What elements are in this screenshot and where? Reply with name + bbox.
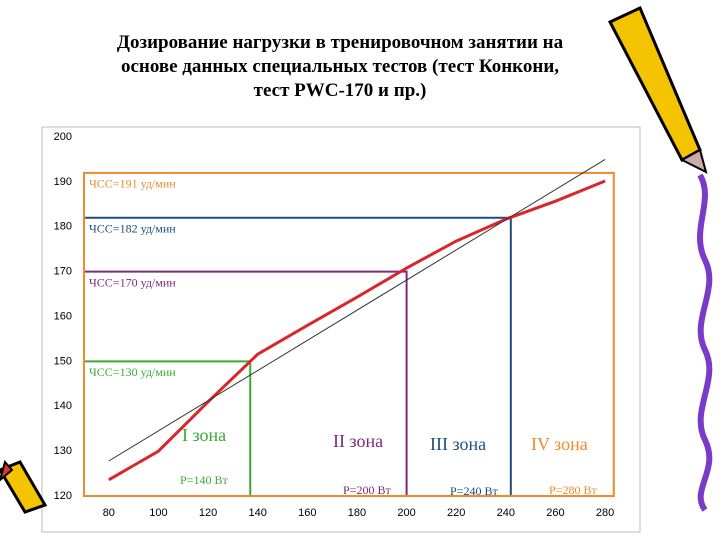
zone-label: III зона bbox=[430, 434, 486, 454]
zone-label: I зона bbox=[182, 425, 226, 445]
zone-label: II зона bbox=[333, 431, 383, 451]
y-tick-label: 130 bbox=[54, 445, 72, 457]
chart-frame bbox=[41, 126, 641, 533]
pencil-bottom bbox=[0, 459, 48, 514]
hr-label: ЧСС=170 уд/мин bbox=[89, 275, 176, 289]
zone-box bbox=[83, 216, 512, 497]
y-tick-label: 120 bbox=[54, 490, 72, 502]
zone-box bbox=[83, 270, 408, 497]
power-label: P=140 Вт bbox=[180, 473, 228, 487]
y-tick-label: 150 bbox=[54, 355, 72, 367]
pencil-top bbox=[607, 5, 713, 512]
y-tick-label: 190 bbox=[54, 176, 72, 188]
y-tick-label: 180 bbox=[54, 221, 72, 233]
hr-label: ЧСС=182 уд/мин bbox=[89, 222, 176, 236]
x-tick-label: 180 bbox=[348, 507, 366, 519]
power-label: P=280 Вт bbox=[549, 483, 597, 497]
x-tick-label: 160 bbox=[298, 507, 316, 519]
x-tick-label: 240 bbox=[497, 507, 515, 519]
title-line: Дозирование нагрузки в тренировочном зан… bbox=[117, 32, 564, 53]
y-tick-label: 160 bbox=[54, 310, 72, 322]
hr-label: ЧСС=191 уд/мин bbox=[89, 177, 176, 191]
x-tick-label: 80 bbox=[103, 507, 115, 519]
y-tick-label: 140 bbox=[54, 400, 72, 412]
zone-box bbox=[83, 171, 615, 497]
series-line bbox=[108, 159, 606, 462]
x-tick-label: 200 bbox=[397, 507, 415, 519]
x-tick-label: 220 bbox=[447, 507, 465, 519]
x-tick-label: 120 bbox=[199, 507, 217, 519]
x-tick-label: 280 bbox=[596, 507, 614, 519]
hr-label: ЧСС=130 уд/мин bbox=[89, 365, 176, 379]
power-label: P=200 Вт bbox=[343, 483, 391, 497]
power-label: P=240 Вт bbox=[450, 484, 498, 498]
x-tick-label: 140 bbox=[249, 507, 267, 519]
x-tick-label: 100 bbox=[149, 507, 167, 519]
x-tick-label: 260 bbox=[546, 507, 564, 519]
series-line bbox=[108, 179, 606, 482]
zone-label: IV зона bbox=[531, 434, 588, 454]
y-tick-label: 170 bbox=[54, 266, 72, 278]
y-tick-label: 200 bbox=[54, 131, 72, 143]
plot: 120 130 140 150 160 170 180 190 200 80 100 120 140 16… bbox=[54, 131, 615, 519]
title-line: основе данных специальных тестов (тест К… bbox=[121, 56, 559, 77]
title-line: тест PWC-170 и пр.) bbox=[254, 80, 427, 101]
